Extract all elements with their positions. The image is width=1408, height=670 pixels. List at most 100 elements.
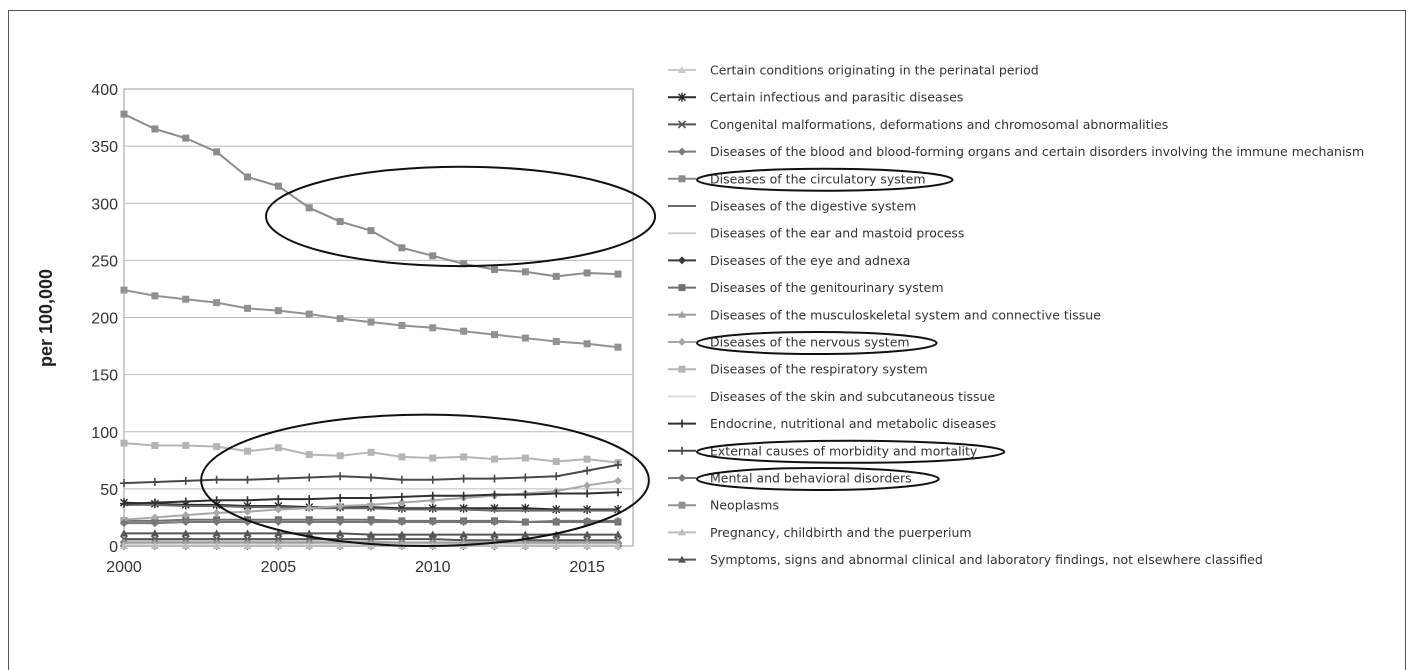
data-point: [583, 542, 592, 549]
legend-label: Diseases of the circulatory system: [710, 171, 926, 186]
data-point: [305, 451, 313, 459]
data-point: [212, 496, 221, 505]
data-point: [244, 304, 251, 312]
legend-marker: [678, 474, 686, 482]
legend: Certain conditions originating in the pe…: [668, 63, 1364, 567]
legend-label: Certain conditions originating in the pe…: [710, 63, 1039, 78]
data-point: [367, 530, 375, 538]
data-point: [305, 529, 314, 537]
legend-label: Pregnancy, childbirth and the puerperium: [710, 525, 972, 540]
data-point: [521, 530, 530, 538]
data-point: [429, 324, 437, 332]
data-point: [120, 110, 128, 118]
data-point: [490, 542, 499, 549]
data-point: [460, 327, 468, 335]
legend-highlight-ellipse: [696, 167, 954, 192]
data-point: [150, 529, 159, 537]
data-point: [151, 441, 159, 449]
data-point: [552, 457, 560, 465]
y-axis-label: per 100,000: [36, 269, 56, 367]
data-point: [244, 447, 251, 455]
data-point: [614, 343, 622, 351]
data-point: [120, 286, 128, 294]
data-point: [614, 488, 622, 497]
data-point: [150, 519, 159, 528]
data-point: [583, 466, 592, 475]
data-point: [336, 472, 345, 481]
data-point: [552, 489, 561, 498]
data-point: [150, 513, 159, 522]
highlight-ellipse: [265, 165, 657, 268]
data-point: [367, 542, 375, 549]
data-point: [397, 518, 406, 527]
data-point: [521, 542, 530, 549]
y-tick-label: 200: [91, 311, 118, 328]
legend-item: External causes of morbidity and mortali…: [668, 439, 1006, 464]
y-tick-label: 50: [100, 482, 118, 499]
data-point: [274, 444, 282, 452]
data-point: [552, 472, 561, 481]
legend-label: Diseases of the skin and subcutaneous ti…: [710, 389, 995, 404]
data-point: [552, 516, 561, 525]
data-point: [274, 529, 283, 537]
legend-marker: [678, 365, 686, 373]
y-tick-label: 250: [91, 253, 118, 270]
legend-item: Endocrine, nutritional and metabolic dis…: [668, 416, 996, 431]
data-point: [305, 473, 314, 482]
series-11: [120, 439, 622, 467]
legend-item: Certain conditions originating in the pe…: [668, 63, 1039, 78]
data-point: [490, 490, 499, 499]
data-point: [336, 502, 345, 511]
legend-item: Diseases of the nervous system: [668, 331, 938, 355]
y-tick-label: 0: [109, 539, 118, 556]
legend-marker: [678, 175, 686, 183]
legend-marker: [678, 555, 686, 563]
legend-item: Diseases of the digestive system: [668, 199, 916, 214]
highlight-ellipses: [200, 165, 657, 547]
y-tick-label: 400: [91, 82, 118, 99]
data-point: [305, 310, 313, 318]
legend-marker: [677, 120, 687, 129]
data-point: [120, 499, 128, 508]
data-point: [367, 494, 375, 503]
data-point: [212, 518, 221, 527]
data-point: [274, 474, 283, 483]
legend-marker: [678, 256, 686, 265]
data-point: [120, 529, 128, 537]
series-17: [120, 542, 622, 549]
line-chart: 0 50 100 150 200 250 300 350 400 2000 2005 2010 201…: [36, 63, 1364, 577]
data-point: [305, 495, 314, 504]
data-point: [181, 518, 190, 527]
data-point: [552, 542, 561, 549]
data-point: [491, 266, 498, 274]
data-point: [398, 321, 406, 329]
data-point: [583, 481, 592, 490]
x-tick-label: 2015: [569, 559, 605, 576]
data-point: [459, 530, 468, 538]
data-point: [274, 495, 283, 504]
legend-item: Symptoms, signs and abnormal clinical an…: [668, 552, 1263, 567]
legend-label: Diseases of the ear and mastoid process: [710, 226, 964, 241]
y-tick-label: 300: [91, 196, 118, 213]
data-point: [428, 475, 437, 484]
data-point: [182, 295, 190, 303]
data-point: [213, 443, 221, 451]
legend-item: Congenital malformations, deformations a…: [668, 117, 1168, 132]
data-point: [181, 529, 190, 537]
data-point: [397, 492, 406, 501]
data-point: [181, 476, 190, 485]
data-point: [367, 518, 375, 527]
data-point: [521, 473, 530, 482]
legend-highlight-ellipse: [696, 331, 938, 355]
legend-item: Diseases of the skin and subcutaneous ti…: [668, 389, 995, 404]
data-point: [305, 542, 314, 549]
legend-label: Diseases of the nervous system: [710, 335, 910, 350]
data-point: [212, 508, 221, 517]
data-point: [243, 507, 252, 516]
legend-marker: [678, 338, 686, 346]
data-point: [614, 460, 622, 469]
data-point: [243, 475, 252, 484]
data-point: [521, 490, 530, 499]
data-point: [120, 479, 128, 488]
data-point: [274, 518, 283, 527]
